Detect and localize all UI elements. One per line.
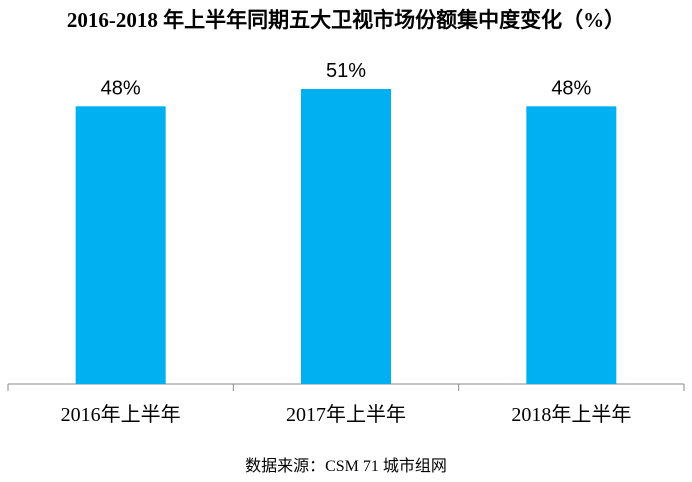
bar: [526, 106, 617, 384]
x-tick-label: 2017年上半年: [286, 403, 406, 426]
data-label: 51%: [326, 60, 366, 82]
bar: [75, 106, 166, 384]
chart-title: 2016-2018 年上半年同期五大卫视市场份额集中度变化（%）: [66, 8, 626, 32]
data-label: 48%: [101, 77, 141, 99]
data-label: 48%: [551, 77, 591, 99]
bar: [301, 88, 391, 384]
x-tick-label: 2016年上半年: [61, 403, 181, 426]
data-source-note: 数据来源：CSM 71 城市组网: [245, 458, 447, 475]
x-tick-label: 2018年上半年: [511, 403, 631, 426]
